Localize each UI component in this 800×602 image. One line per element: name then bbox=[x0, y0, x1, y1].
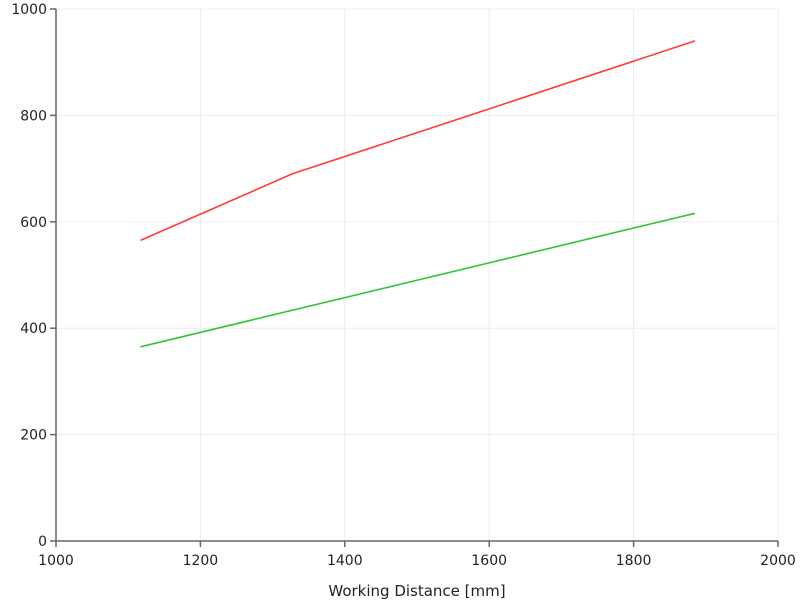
y-tick-label: 800 bbox=[20, 108, 47, 124]
x-tick-label: 1200 bbox=[183, 553, 219, 569]
x-tick-label: 1000 bbox=[38, 553, 74, 569]
series-line-1 bbox=[140, 40, 696, 242]
x-tick-label: 1600 bbox=[471, 553, 507, 569]
y-tick-label: 200 bbox=[20, 428, 47, 444]
series-layer bbox=[140, 40, 696, 348]
x-axis-title: Working Distance [mm] bbox=[328, 582, 505, 600]
series-line-2 bbox=[140, 212, 696, 348]
x-tick-label: 1400 bbox=[327, 553, 363, 569]
x-ticks: 1000 1200 1400 1600 1800 2000 bbox=[38, 541, 796, 569]
grid bbox=[56, 8, 779, 541]
x-tick-label: 1800 bbox=[616, 553, 652, 569]
y-tick-label: 1000 bbox=[11, 2, 47, 18]
y-ticks: 0 200 400 600 800 1000 bbox=[11, 2, 56, 550]
y-tick-label: 0 bbox=[38, 534, 47, 550]
axes bbox=[55, 9, 778, 542]
x-tick-label: 2000 bbox=[760, 553, 796, 569]
y-tick-label: 400 bbox=[20, 321, 47, 337]
y-tick-label: 600 bbox=[20, 215, 47, 231]
